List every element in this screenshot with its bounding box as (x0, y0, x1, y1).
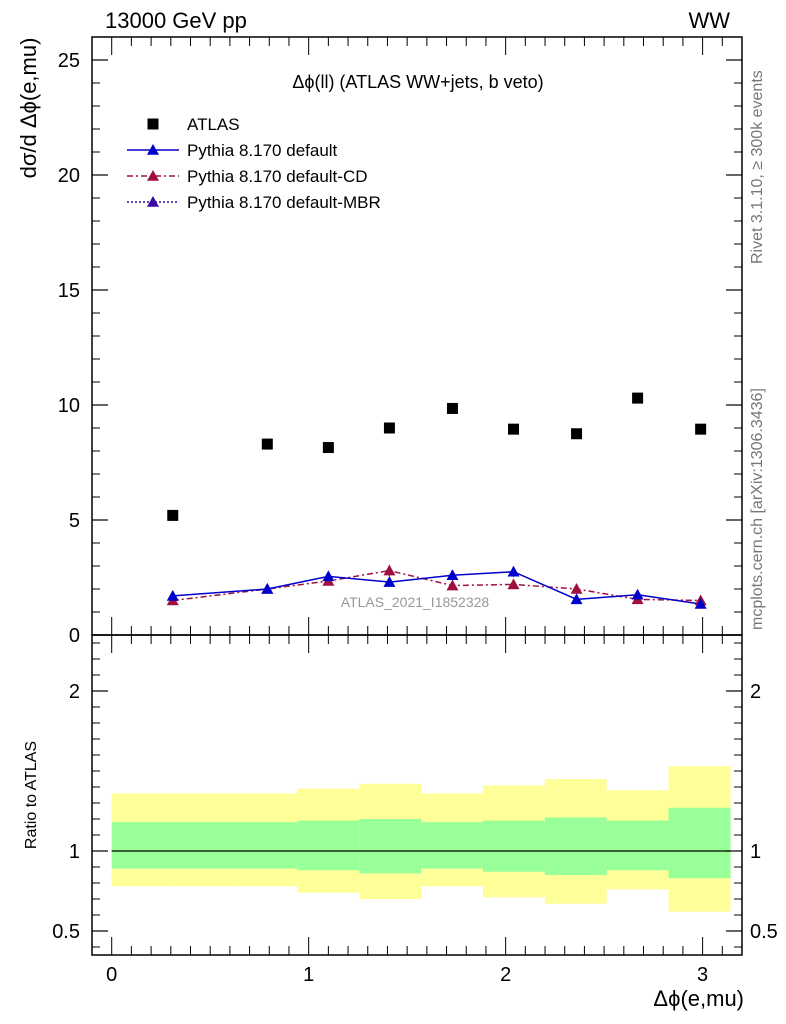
uncertainty-band-inner (544, 817, 607, 875)
data-point-atlas (571, 428, 583, 440)
legend-marker (147, 170, 159, 181)
uncertainty-band-inner (668, 807, 731, 879)
data-point-atlas (695, 423, 707, 435)
data-point-default (570, 593, 583, 605)
data-point-atlas (632, 392, 644, 404)
mcplots-label: mcplots.cern.ch [arXiv:1306.3436] (749, 388, 766, 630)
y-tick-label: 5 (69, 510, 80, 532)
ratio-axis-label: Ratio to ATLAS (23, 741, 40, 849)
data-point-atlas (261, 438, 273, 450)
data-point-atlas (167, 509, 179, 521)
header-left: 13000 GeV pp (105, 8, 247, 33)
main-plot-panel: 0 5 10 15 20 25 Δϕ(ll) (ATLAS WW+jets, b veto… (58, 36, 743, 647)
header-right: WW (688, 8, 730, 33)
legend-label: Pythia 8.170 default (187, 141, 338, 160)
uncertainty-band-inner (173, 822, 236, 869)
watermark: ATLAS_2021_I1852328 (341, 594, 490, 610)
y-tick-label: 20 (58, 165, 80, 187)
ratio-tick-label-left: 0.5 (52, 921, 80, 943)
ratio-tick-label-right: 1 (750, 841, 761, 863)
ratio-tick-label-left: 1 (69, 841, 80, 863)
data-point-default (166, 589, 179, 601)
uncertainty-band-inner (297, 820, 360, 871)
x-tick-label: 1 (303, 964, 314, 986)
data-point-default (383, 576, 396, 587)
data-point-default (631, 588, 644, 600)
ratio-tick-label-right: 0.5 (750, 921, 778, 943)
uncertainty-band-inner (482, 820, 545, 872)
data-point-default (322, 570, 335, 582)
ratio-plot-frame (91, 634, 743, 956)
legend-marker (147, 144, 159, 155)
y-tick-label: 10 (58, 395, 80, 417)
data-point-default-cd (507, 578, 520, 590)
y-tick-label: 0 (69, 625, 80, 647)
data-point-atlas (446, 402, 458, 414)
data-point-atlas (383, 422, 395, 434)
x-tick-label: 0 (106, 964, 117, 986)
ratio-tick-label-right: 2 (750, 681, 761, 703)
data-point-atlas (508, 423, 520, 435)
ratio-plot-panel: 0.5 0.5 1 1 2 2 0 1 2 3 (52, 634, 778, 986)
legend-label: ATLAS (187, 115, 240, 134)
legend-marker-atlas (147, 118, 159, 130)
legend-label: Pythia 8.170 default-CD (187, 167, 368, 186)
plot-title: Δϕ(ll) (ATLAS WW+jets, b veto) (292, 72, 543, 92)
x-axis-label: Δϕ(e,mu) (653, 986, 744, 1011)
legend: ATLAS Pythia 8.170 default Pythia 8.170 de… (127, 115, 381, 212)
y-axis-label: dσ/d Δϕ(e,mu) (16, 38, 41, 179)
ratio-tick-label-left: 2 (69, 681, 80, 703)
data-point-default-cd (383, 564, 396, 576)
uncertainty-band-inner (606, 820, 669, 871)
y-tick-label: 25 (58, 50, 80, 72)
legend-marker (147, 196, 159, 207)
legend-label: Pythia 8.170 default-MBR (187, 193, 381, 212)
data-point-default (694, 597, 707, 609)
uncertainty-band-inner (359, 819, 422, 874)
data-point-default (261, 583, 274, 594)
data-point-default-cd (446, 579, 459, 591)
rivet-label: Rivet 3.1.10, ≥ 300k events (749, 70, 766, 264)
data-point-default (507, 565, 520, 577)
data-point-default-cd (570, 583, 583, 594)
x-tick-label: 2 (500, 964, 511, 986)
uncertainty-band-inner (235, 822, 298, 869)
data-point-atlas (322, 442, 334, 454)
uncertainty-band-inner (111, 822, 174, 869)
data-point-default (446, 569, 459, 580)
x-tick-label: 3 (697, 964, 708, 986)
y-tick-label: 15 (58, 280, 80, 302)
uncertainty-band-inner (421, 822, 483, 869)
